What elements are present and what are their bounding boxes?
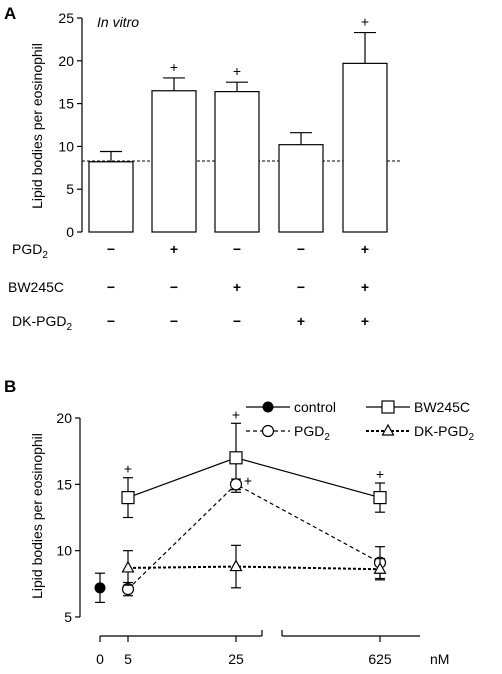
control-point (94, 582, 106, 594)
legend-label: DK-PGD2 (414, 423, 474, 443)
condition-label: BW245C (8, 279, 64, 295)
panel-a-label: A (4, 4, 16, 23)
data-point (373, 561, 387, 574)
series-bw245c: + + + (121, 406, 387, 519)
condition-sign: − (170, 313, 178, 329)
series-dk-pgd (121, 544, 387, 589)
bar (342, 62, 388, 233)
data-point (121, 491, 135, 505)
legend-marker (262, 401, 274, 413)
bar (214, 91, 260, 233)
legend-label: BW245C (414, 399, 470, 415)
x-tick-label: 625 (368, 651, 392, 667)
condition-label-subscript: 2 (42, 250, 48, 261)
data-point (229, 451, 243, 465)
legend-marker (381, 400, 395, 414)
condition-sign: − (107, 313, 115, 329)
significance-marker: + (232, 406, 240, 422)
series-line (127, 457, 381, 499)
panel-a-condition-table: PGD2− + − − +BW245C − − + − +DK-PGD2− − − + + (8, 241, 369, 333)
data-point (121, 560, 135, 573)
y-tick-label: 10 (56, 543, 72, 559)
significance-marker: + (244, 472, 252, 488)
legend-label-main: control (294, 399, 336, 415)
legend-label: control (294, 399, 336, 415)
y-tick-label: 15 (56, 476, 72, 492)
condition-sign: + (361, 241, 369, 257)
data-point (373, 491, 387, 505)
condition-sign: + (233, 279, 241, 295)
condition-sign: − (107, 279, 115, 295)
legend-marker (261, 424, 275, 438)
significance-marker: + (124, 461, 132, 477)
condition-sign: − (297, 279, 305, 295)
condition-sign: − (233, 241, 241, 257)
y-tick-label: 0 (66, 224, 74, 240)
condition-sign: − (233, 313, 241, 329)
condition-label: PGD2 (12, 241, 48, 261)
y-tick-label: 15 (58, 96, 74, 112)
x-tick-label: 5 (124, 651, 132, 667)
y-tick-label: 10 (58, 138, 74, 154)
condition-label: DK-PGD2 (12, 313, 72, 333)
y-tick-label: 20 (58, 53, 74, 69)
panel-b-series: + + + + (94, 406, 387, 604)
bar (278, 144, 324, 233)
condition-sign: − (297, 241, 305, 257)
legend-entry-pgd: PGD2 (246, 423, 330, 443)
condition-sign: − (170, 279, 178, 295)
panel-b-axes: 5 10 15 20 0 5 25 625 nM (56, 410, 449, 667)
condition-label-subscript: 2 (66, 322, 72, 333)
y-tick-label: 20 (56, 410, 72, 426)
significance-marker: + (170, 59, 178, 75)
series-line (127, 483, 381, 590)
y-tick-label: 25 (58, 10, 74, 26)
legend-entry-control: control (246, 399, 336, 415)
condition-sign: + (361, 313, 369, 329)
condition-label-main: PGD (12, 241, 42, 257)
condition-sign: + (297, 313, 305, 329)
legend-label-main: DK-PGD (414, 423, 468, 439)
panel-a-annotation: In vitro (97, 14, 139, 30)
panel-a-bars: + + + (88, 14, 388, 233)
legend-label-main: PGD (294, 423, 324, 439)
condition-label-main: DK-PGD (12, 313, 66, 329)
legend-label-main: BW245C (414, 399, 470, 415)
bar (88, 161, 134, 233)
x-tick-label: 25 (228, 651, 244, 667)
panel-b-y-axis-label: Lipid bodies per eosinophil (29, 433, 45, 599)
panel-b-label: B (4, 377, 16, 396)
condition-label-main: BW245C (8, 279, 64, 295)
bar (151, 90, 197, 233)
series-line (127, 565, 381, 571)
data-point (229, 478, 243, 491)
panel-a: A In vitro Lipid bodies per eosinophil 0… (4, 4, 402, 333)
panel-b: B Lipid bodies per eosinophil 5 10 15 20 0 5 2… (4, 377, 474, 667)
panel-a-y-axis-label: Lipid bodies per eosinophil (29, 43, 45, 209)
x-unit-label: nM (430, 651, 449, 667)
data-point (229, 559, 243, 572)
legend-label: PGD2 (294, 423, 330, 443)
legend-entry-dk-pgd: DK-PGD2 (366, 423, 474, 443)
legend-marker (381, 423, 395, 436)
condition-sign: + (170, 241, 178, 257)
series-pgd: + (121, 472, 387, 597)
legend-entry-bw245c: BW245C (366, 399, 470, 415)
significance-marker: + (233, 63, 241, 79)
y-tick-label: 5 (66, 181, 74, 197)
legend-label-subscript: 2 (468, 432, 474, 443)
y-tick-label: 5 (64, 609, 72, 625)
condition-sign: − (107, 241, 115, 257)
condition-sign: + (361, 279, 369, 295)
legend-label-subscript: 2 (324, 432, 330, 443)
x-tick-label: 0 (96, 651, 104, 667)
significance-marker: + (376, 466, 384, 482)
significance-marker: + (361, 14, 369, 30)
